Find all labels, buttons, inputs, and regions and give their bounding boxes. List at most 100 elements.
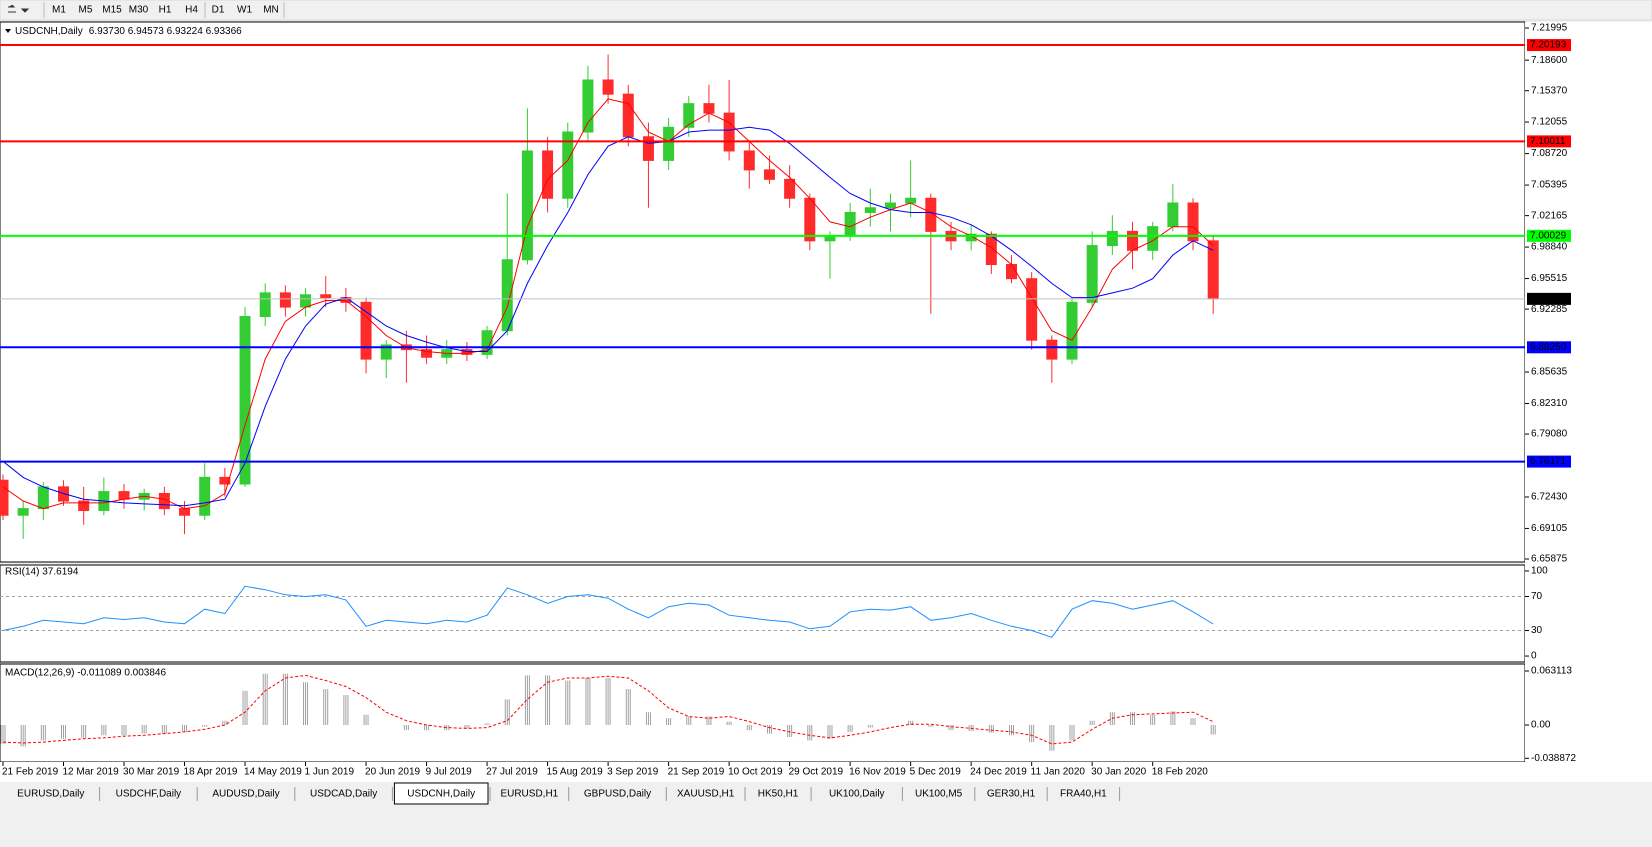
candle-body — [905, 197, 917, 204]
x-tick-label: 3 Sep 2019 — [607, 767, 659, 778]
level-tag — [1527, 341, 1571, 354]
timeframe-button[interactable]: M1 — [52, 5, 66, 16]
candle-body — [320, 294, 332, 299]
x-tick-label: 14 May 2019 — [244, 767, 302, 778]
tab[interactable] — [393, 782, 489, 805]
candle-body — [642, 136, 654, 161]
y-tick-label: 6.82310 — [1531, 398, 1568, 409]
tab-label[interactable]: GER30,H1 — [987, 789, 1036, 800]
y-tick-label: 7.12055 — [1531, 117, 1568, 128]
timeframe-button[interactable]: M15 — [102, 5, 122, 16]
timeframe-button[interactable]: M5 — [79, 5, 93, 16]
candle-body — [602, 79, 614, 95]
tab[interactable] — [4, 785, 98, 803]
tab-label[interactable]: XAUUSD,H1 — [677, 789, 735, 800]
tab[interactable] — [199, 785, 293, 803]
candle-body — [683, 103, 695, 128]
candle-body — [1207, 240, 1219, 300]
candle-body — [542, 150, 554, 199]
candle-body — [965, 233, 977, 242]
candle-body — [1147, 226, 1159, 251]
x-tick-label: 18 Apr 2019 — [184, 767, 238, 778]
x-tick-label: 30 Jan 2020 — [1091, 767, 1146, 778]
level-tag — [1527, 455, 1571, 468]
timeframe-button[interactable]: M30 — [129, 5, 149, 16]
tab[interactable] — [668, 785, 743, 803]
x-tick-label: 21 Sep 2019 — [668, 767, 725, 778]
tab-label[interactable]: AUDUSD,Daily — [212, 789, 279, 800]
candle-body — [1046, 339, 1058, 360]
tab-label[interactable]: FRA40,H1 — [1060, 789, 1107, 800]
candle-body — [925, 197, 937, 232]
candle-body — [179, 508, 191, 516]
x-tick-label: 30 Mar 2019 — [123, 767, 180, 778]
x-tick-label: 15 Aug 2019 — [547, 767, 604, 778]
tab[interactable] — [492, 785, 567, 803]
tab-label[interactable]: USDCHF,Daily — [116, 789, 182, 800]
candle-body — [1086, 245, 1098, 303]
y-tick-label: 7.21995 — [1531, 23, 1568, 34]
tab-label[interactable]: USDCNH,Daily — [407, 789, 475, 800]
tab[interactable] — [101, 785, 196, 803]
candle-body — [864, 207, 876, 213]
y-tick-label: -0.038872 — [1531, 753, 1576, 764]
tab[interactable] — [904, 785, 973, 803]
y-tick-label: 6.98840 — [1531, 242, 1568, 253]
x-tick-label: 16 Nov 2019 — [849, 767, 906, 778]
y-tick-label: 6.69105 — [1531, 523, 1568, 534]
timeframe-button[interactable]: MN — [263, 5, 279, 16]
y-tick-label: 100 — [1531, 566, 1548, 577]
y-tick-label: 0.00 — [1531, 720, 1551, 731]
ohlc: 6.93730 6.94573 6.93224 6.93366 — [89, 26, 242, 37]
y-tick-label: 6.85635 — [1531, 367, 1568, 378]
tool-icon[interactable] — [8, 4, 30, 13]
level-tag — [1527, 39, 1571, 52]
tab-label[interactable]: GBPUSD,Daily — [584, 789, 651, 800]
tab-label[interactable]: UK100,M5 — [915, 789, 963, 800]
rsi-panel — [0, 564, 1526, 663]
x-tick-label: 29 Oct 2019 — [789, 767, 844, 778]
y-tick-label: 6.95515 — [1531, 273, 1568, 284]
tab[interactable] — [813, 785, 901, 803]
timeframe-button[interactable]: D1 — [212, 5, 225, 16]
tab[interactable] — [1049, 785, 1118, 803]
tab-label[interactable]: USDCAD,Daily — [310, 789, 377, 800]
x-tick-label: 20 Jun 2019 — [365, 767, 420, 778]
tab-label[interactable]: HK50,H1 — [758, 789, 799, 800]
tab[interactable] — [296, 785, 391, 803]
x-tick-label: 5 Dec 2019 — [910, 767, 962, 778]
tab-label[interactable]: EURUSD,Daily — [17, 789, 84, 800]
candle-body — [421, 349, 433, 358]
y-tick-label: 6.92285 — [1531, 304, 1568, 315]
candle-body — [360, 301, 372, 360]
x-tick-label: 27 Jul 2019 — [486, 767, 538, 778]
x-tick-label: 10 Oct 2019 — [728, 767, 783, 778]
tab-label[interactable]: EURUSD,H1 — [500, 789, 558, 800]
rsi-title: RSI(14) 37.6194 — [5, 567, 79, 578]
time-axis — [0, 762, 1652, 782]
y-tick-label: 7.15370 — [1531, 85, 1568, 96]
candle-body — [723, 112, 735, 152]
candle-body — [743, 150, 755, 171]
candle-body — [622, 93, 634, 138]
tab[interactable] — [976, 785, 1046, 803]
menu-triangle[interactable] — [5, 29, 11, 33]
candle-body — [199, 476, 211, 516]
tab-label[interactable]: UK100,Daily — [829, 789, 885, 800]
timeframe-button[interactable]: W1 — [237, 5, 252, 16]
candle-body — [985, 233, 997, 265]
y-tick-label: 7.05395 — [1531, 180, 1568, 191]
candle-body — [300, 294, 312, 308]
level-tag — [1527, 229, 1571, 242]
tab[interactable] — [747, 785, 810, 803]
candle-body — [1026, 278, 1038, 341]
macd-panel — [0, 663, 1526, 763]
tab[interactable] — [570, 785, 665, 803]
timeframe-button[interactable]: H4 — [185, 5, 198, 16]
candle-body — [1066, 301, 1078, 360]
macd-title: MACD(12,26,9) -0.011089 0.003846 — [5, 668, 166, 679]
signal-line — [2, 674, 1214, 745]
timeframe-button[interactable]: H1 — [159, 5, 172, 16]
y-tick-label: 0.063113 — [1531, 666, 1572, 677]
candle-body — [1106, 230, 1118, 247]
